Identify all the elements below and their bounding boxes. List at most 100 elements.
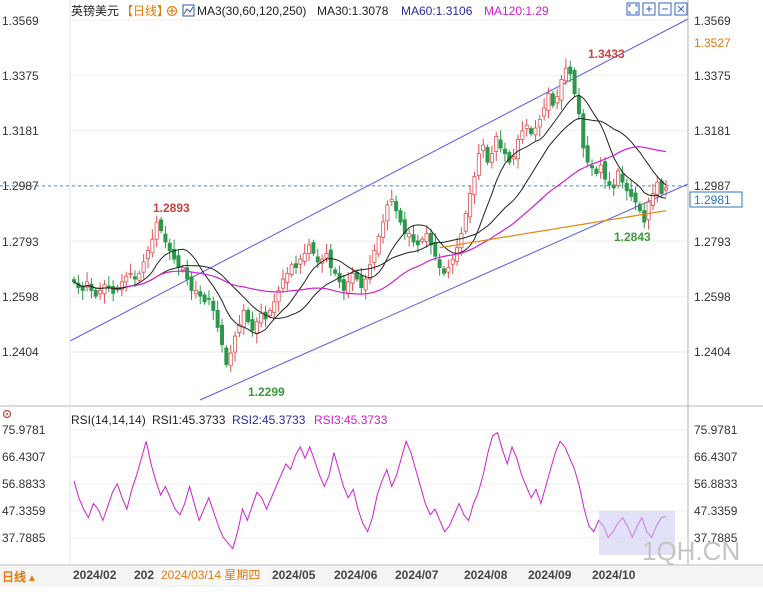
down-candle bbox=[211, 300, 216, 311]
down-candle bbox=[415, 240, 420, 246]
y-tick-right: 1.2793 bbox=[694, 235, 731, 249]
fit-icon[interactable] bbox=[626, 2, 640, 16]
up-candle bbox=[154, 221, 159, 240]
rsi-y-tick-left: 56.8833 bbox=[2, 477, 46, 491]
down-candle bbox=[159, 219, 164, 231]
down-candle bbox=[185, 267, 190, 280]
up-candle bbox=[302, 252, 307, 262]
up-candle bbox=[350, 272, 355, 284]
y-tick-left: 1.2404 bbox=[2, 345, 39, 359]
up-candle bbox=[98, 290, 103, 295]
down-candle bbox=[550, 93, 555, 106]
down-candle bbox=[572, 70, 577, 95]
toolbar-icons bbox=[626, 2, 688, 16]
rsi-title: RSI(14,14,14) bbox=[71, 413, 146, 427]
up-candle bbox=[307, 244, 312, 254]
down-candle bbox=[568, 66, 573, 75]
up-candle bbox=[511, 156, 516, 160]
y-tick-right: 1.3375 bbox=[694, 69, 731, 83]
down-candle bbox=[642, 210, 647, 223]
down-candle bbox=[637, 203, 642, 212]
up-candle bbox=[254, 321, 259, 335]
rsi1-label: RSI1:45.3733 bbox=[152, 413, 226, 427]
down-candle bbox=[93, 290, 98, 297]
up-candle bbox=[650, 193, 655, 206]
down-candle bbox=[311, 242, 316, 254]
x-tick: 2024/02 bbox=[73, 568, 117, 582]
up-candle bbox=[124, 275, 129, 283]
y-tick-left: 1.2598 bbox=[2, 290, 39, 304]
up-candle bbox=[559, 79, 564, 101]
up-candle bbox=[276, 290, 281, 303]
down-candle bbox=[437, 259, 442, 269]
down-candle bbox=[428, 233, 433, 246]
period-menu-arrow-icon[interactable]: ▲ bbox=[27, 573, 37, 584]
rsi-highlight-box bbox=[599, 511, 675, 555]
ma60-line bbox=[73, 117, 667, 319]
up-candle bbox=[476, 153, 481, 176]
up-candle bbox=[280, 278, 285, 289]
up-candle bbox=[193, 290, 198, 295]
up-candle bbox=[267, 309, 272, 316]
down-candle bbox=[502, 148, 507, 155]
down-candle bbox=[485, 146, 490, 163]
rsi-y-tick-right: 37.7885 bbox=[694, 531, 738, 545]
y-tick-left: 1.3569 bbox=[2, 14, 39, 28]
down-candle bbox=[576, 95, 581, 115]
down-candle bbox=[172, 249, 177, 260]
x-tick: 2024/05 bbox=[272, 568, 316, 582]
high-price-label: 1.3527 bbox=[694, 36, 731, 50]
indicator-icon[interactable] bbox=[2, 409, 12, 419]
down-candle bbox=[411, 234, 416, 243]
low-price-annotation: 1.2299 bbox=[248, 385, 285, 399]
peak-price-annotation: 1.3433 bbox=[588, 47, 625, 61]
rsi-y-tick-left: 47.3359 bbox=[2, 504, 46, 518]
ma30-label: MA30:1.3078 bbox=[317, 4, 389, 18]
settings-icon[interactable] bbox=[166, 5, 178, 17]
up-candle bbox=[533, 127, 538, 136]
up-candle bbox=[459, 233, 464, 249]
down-candle bbox=[163, 233, 168, 243]
rsi2-label: RSI2:45.3733 bbox=[232, 413, 306, 427]
down-candle bbox=[206, 298, 211, 300]
zoom-in-icon[interactable] bbox=[642, 2, 656, 16]
y-tick-right: 1.2987 bbox=[694, 179, 731, 193]
zoom-out-icon[interactable] bbox=[658, 2, 672, 16]
down-candle bbox=[202, 294, 207, 303]
rsi-y-tick-left: 37.7885 bbox=[2, 531, 46, 545]
down-candle bbox=[624, 182, 629, 192]
rsi-y-tick-right: 47.3359 bbox=[694, 504, 738, 518]
up-candle bbox=[372, 250, 377, 263]
down-candle bbox=[176, 255, 181, 269]
down-candle bbox=[398, 210, 403, 223]
down-candle bbox=[433, 242, 438, 257]
rsi3-label: RSI3:45.3733 bbox=[314, 413, 388, 427]
up-candle bbox=[616, 170, 621, 186]
down-candle bbox=[72, 279, 77, 283]
y-tick-left: 1.2987 bbox=[2, 179, 39, 193]
up-candle bbox=[137, 272, 142, 281]
y-tick-right: 1.3181 bbox=[694, 124, 731, 138]
down-candle bbox=[394, 201, 399, 212]
up-candle bbox=[324, 252, 329, 259]
x-tick: 2024/07 bbox=[395, 568, 439, 582]
up-candle bbox=[228, 352, 233, 367]
period-button[interactable]: 日线 bbox=[2, 569, 26, 584]
down-candle bbox=[167, 242, 172, 251]
rsi-y-tick-right: 56.8833 bbox=[694, 477, 738, 491]
y-tick-left: 1.2793 bbox=[2, 235, 39, 249]
up-candle bbox=[389, 198, 394, 202]
ma120-line bbox=[126, 146, 667, 295]
current-price-label: 1.2981 bbox=[694, 193, 731, 207]
up-candle bbox=[450, 258, 455, 265]
down-candle bbox=[315, 256, 320, 263]
down-candle bbox=[106, 285, 111, 288]
up-candle bbox=[85, 281, 90, 288]
up-candle bbox=[150, 238, 155, 254]
watermark: 1QH.CN bbox=[642, 536, 740, 566]
close-icon[interactable] bbox=[674, 2, 688, 16]
down-candle bbox=[111, 286, 116, 294]
up-candle bbox=[363, 278, 368, 291]
ma250-line bbox=[439, 210, 667, 249]
